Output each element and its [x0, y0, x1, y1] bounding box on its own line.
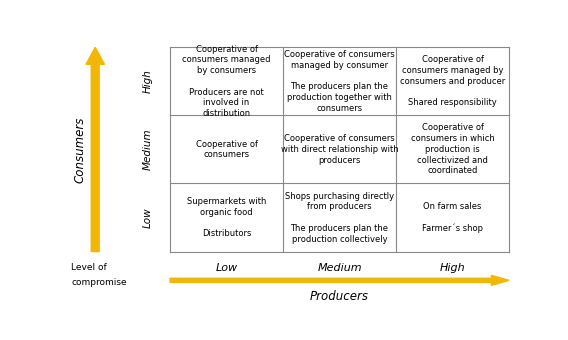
FancyArrow shape	[86, 47, 105, 252]
Text: Cooperative of consumers
with direct relationship with
producers: Cooperative of consumers with direct rel…	[281, 134, 398, 165]
Text: Supermarkets with
organic food

Distributors: Supermarkets with organic food Distribut…	[187, 197, 266, 238]
Text: Consumers: Consumers	[73, 116, 86, 183]
Text: Shops purchasing directly
from producers

The producers plan the
production coll: Shops purchasing directly from producers…	[285, 191, 394, 243]
Text: High: High	[143, 69, 153, 93]
Text: Cooperative of
consumers in which
production is
collectivized and
coordinated: Cooperative of consumers in which produc…	[411, 123, 494, 175]
Text: On farm sales

Farmer´s shop: On farm sales Farmer´s shop	[422, 202, 483, 233]
Text: Low: Low	[143, 207, 153, 228]
Text: Cooperative of consumers
managed by consumer

The producers plan the
production : Cooperative of consumers managed by cons…	[284, 50, 395, 113]
Text: Medium: Medium	[143, 129, 153, 170]
Text: Medium: Medium	[317, 263, 362, 273]
FancyArrow shape	[170, 275, 509, 285]
Text: Cooperative of
consumers managed by
consumers and producer

Shared responsibilit: Cooperative of consumers managed by cons…	[400, 55, 505, 107]
Text: Cooperative of
consumers managed
by consumers

Producers are not
involved in
dis: Cooperative of consumers managed by cons…	[182, 45, 271, 118]
Text: High: High	[440, 263, 465, 273]
Text: Low: Low	[215, 263, 237, 273]
Text: compromise: compromise	[71, 278, 127, 287]
Text: Cooperative of
consumers: Cooperative of consumers	[195, 140, 257, 159]
Text: Producers: Producers	[310, 290, 369, 303]
Text: Level of: Level of	[71, 263, 107, 272]
